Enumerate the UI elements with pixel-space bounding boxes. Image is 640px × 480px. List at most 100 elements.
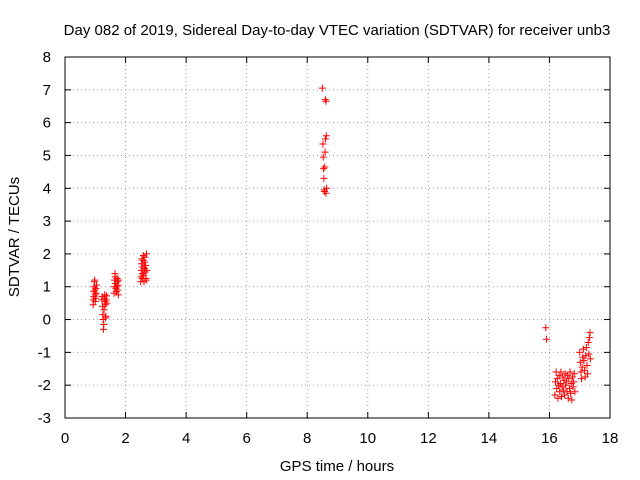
data-point bbox=[322, 132, 330, 140]
data-point bbox=[585, 350, 593, 358]
data-point bbox=[142, 250, 150, 258]
data-point bbox=[580, 357, 588, 365]
data-point bbox=[92, 281, 100, 289]
data-point bbox=[570, 370, 578, 378]
data-point bbox=[583, 361, 591, 369]
x-tick-label: 18 bbox=[602, 430, 619, 447]
data-point bbox=[321, 163, 329, 171]
data-point bbox=[319, 140, 327, 148]
data-point bbox=[564, 394, 572, 402]
data-point bbox=[576, 358, 584, 366]
data-point bbox=[102, 312, 110, 320]
data-point bbox=[577, 368, 585, 376]
x-tick-label: 12 bbox=[420, 430, 437, 447]
chart-title: Day 082 of 2019, Sidereal Day-to-day VTE… bbox=[64, 22, 611, 39]
data-point bbox=[585, 334, 593, 342]
data-point bbox=[556, 380, 564, 388]
data-point bbox=[321, 148, 329, 156]
data-point bbox=[139, 252, 147, 260]
y-tick-label: 5 bbox=[43, 147, 51, 164]
data-point bbox=[554, 394, 562, 402]
data-point bbox=[578, 375, 586, 383]
data-point bbox=[115, 276, 123, 284]
data-point bbox=[141, 268, 149, 276]
data-point bbox=[92, 294, 100, 302]
data-point bbox=[570, 378, 578, 386]
data-point bbox=[318, 84, 326, 92]
data-point bbox=[542, 324, 550, 332]
y-tick-label: 0 bbox=[43, 312, 51, 329]
data-point bbox=[565, 384, 573, 392]
data-point bbox=[552, 378, 559, 386]
data-point bbox=[581, 366, 589, 374]
y-axis-label: SDTVAR / TECUs bbox=[6, 177, 23, 297]
data-point bbox=[143, 266, 151, 274]
data-point bbox=[566, 368, 574, 376]
y-tick-label: -2 bbox=[38, 377, 51, 394]
data-point bbox=[568, 373, 576, 381]
plot-frame bbox=[64, 56, 611, 419]
data-point bbox=[322, 189, 330, 197]
data-point bbox=[569, 383, 577, 391]
axis-ticks bbox=[64, 56, 611, 419]
data-point bbox=[100, 320, 108, 328]
y-tick-label: -3 bbox=[38, 410, 51, 427]
data-point bbox=[100, 306, 108, 314]
y-tick-label: 1 bbox=[43, 279, 51, 296]
data-point bbox=[111, 273, 119, 281]
data-point bbox=[558, 383, 566, 391]
data-point bbox=[571, 388, 579, 396]
data-points bbox=[89, 84, 594, 404]
data-point bbox=[555, 381, 563, 389]
data-point bbox=[320, 165, 328, 173]
x-tick-label: 0 bbox=[61, 430, 69, 447]
x-tick-label: 4 bbox=[182, 430, 190, 447]
y-tick-label: 2 bbox=[43, 246, 51, 263]
data-point bbox=[319, 153, 327, 161]
x-tick-label: 14 bbox=[481, 430, 498, 447]
y-tick-label: 6 bbox=[43, 115, 51, 132]
data-point bbox=[568, 396, 576, 404]
data-point bbox=[141, 253, 149, 261]
data-point bbox=[142, 276, 150, 284]
y-tick-label: 3 bbox=[43, 213, 51, 230]
data-point bbox=[555, 371, 563, 379]
data-point bbox=[322, 97, 330, 105]
data-point bbox=[142, 261, 150, 269]
y-tick-label: -1 bbox=[38, 344, 51, 361]
y-tick-label: 4 bbox=[43, 180, 51, 197]
x-tick-label: 8 bbox=[303, 430, 311, 447]
data-point bbox=[551, 391, 559, 399]
x-tick-label: 16 bbox=[541, 430, 558, 447]
data-point bbox=[562, 381, 570, 389]
data-point bbox=[113, 283, 121, 291]
data-point bbox=[101, 301, 109, 309]
data-point bbox=[113, 278, 121, 286]
data-point bbox=[576, 348, 584, 356]
data-point bbox=[586, 355, 594, 363]
data-point bbox=[92, 289, 100, 297]
data-point bbox=[103, 299, 111, 307]
data-point bbox=[321, 135, 329, 143]
x-tick-label: 6 bbox=[242, 430, 250, 447]
data-point bbox=[557, 368, 565, 376]
data-point bbox=[579, 345, 587, 353]
data-point bbox=[321, 96, 329, 104]
data-point bbox=[101, 291, 109, 299]
data-point bbox=[584, 370, 592, 378]
data-point bbox=[582, 343, 590, 351]
data-point bbox=[553, 375, 561, 383]
data-point bbox=[102, 292, 110, 300]
data-point bbox=[559, 386, 567, 394]
data-point bbox=[565, 375, 573, 383]
data-point bbox=[553, 384, 561, 392]
data-point bbox=[584, 339, 592, 347]
data-point bbox=[586, 329, 594, 337]
x-tick-label: 2 bbox=[121, 430, 129, 447]
data-point bbox=[558, 393, 566, 401]
data-point bbox=[320, 174, 328, 182]
data-point bbox=[114, 291, 122, 299]
data-point bbox=[323, 184, 331, 192]
